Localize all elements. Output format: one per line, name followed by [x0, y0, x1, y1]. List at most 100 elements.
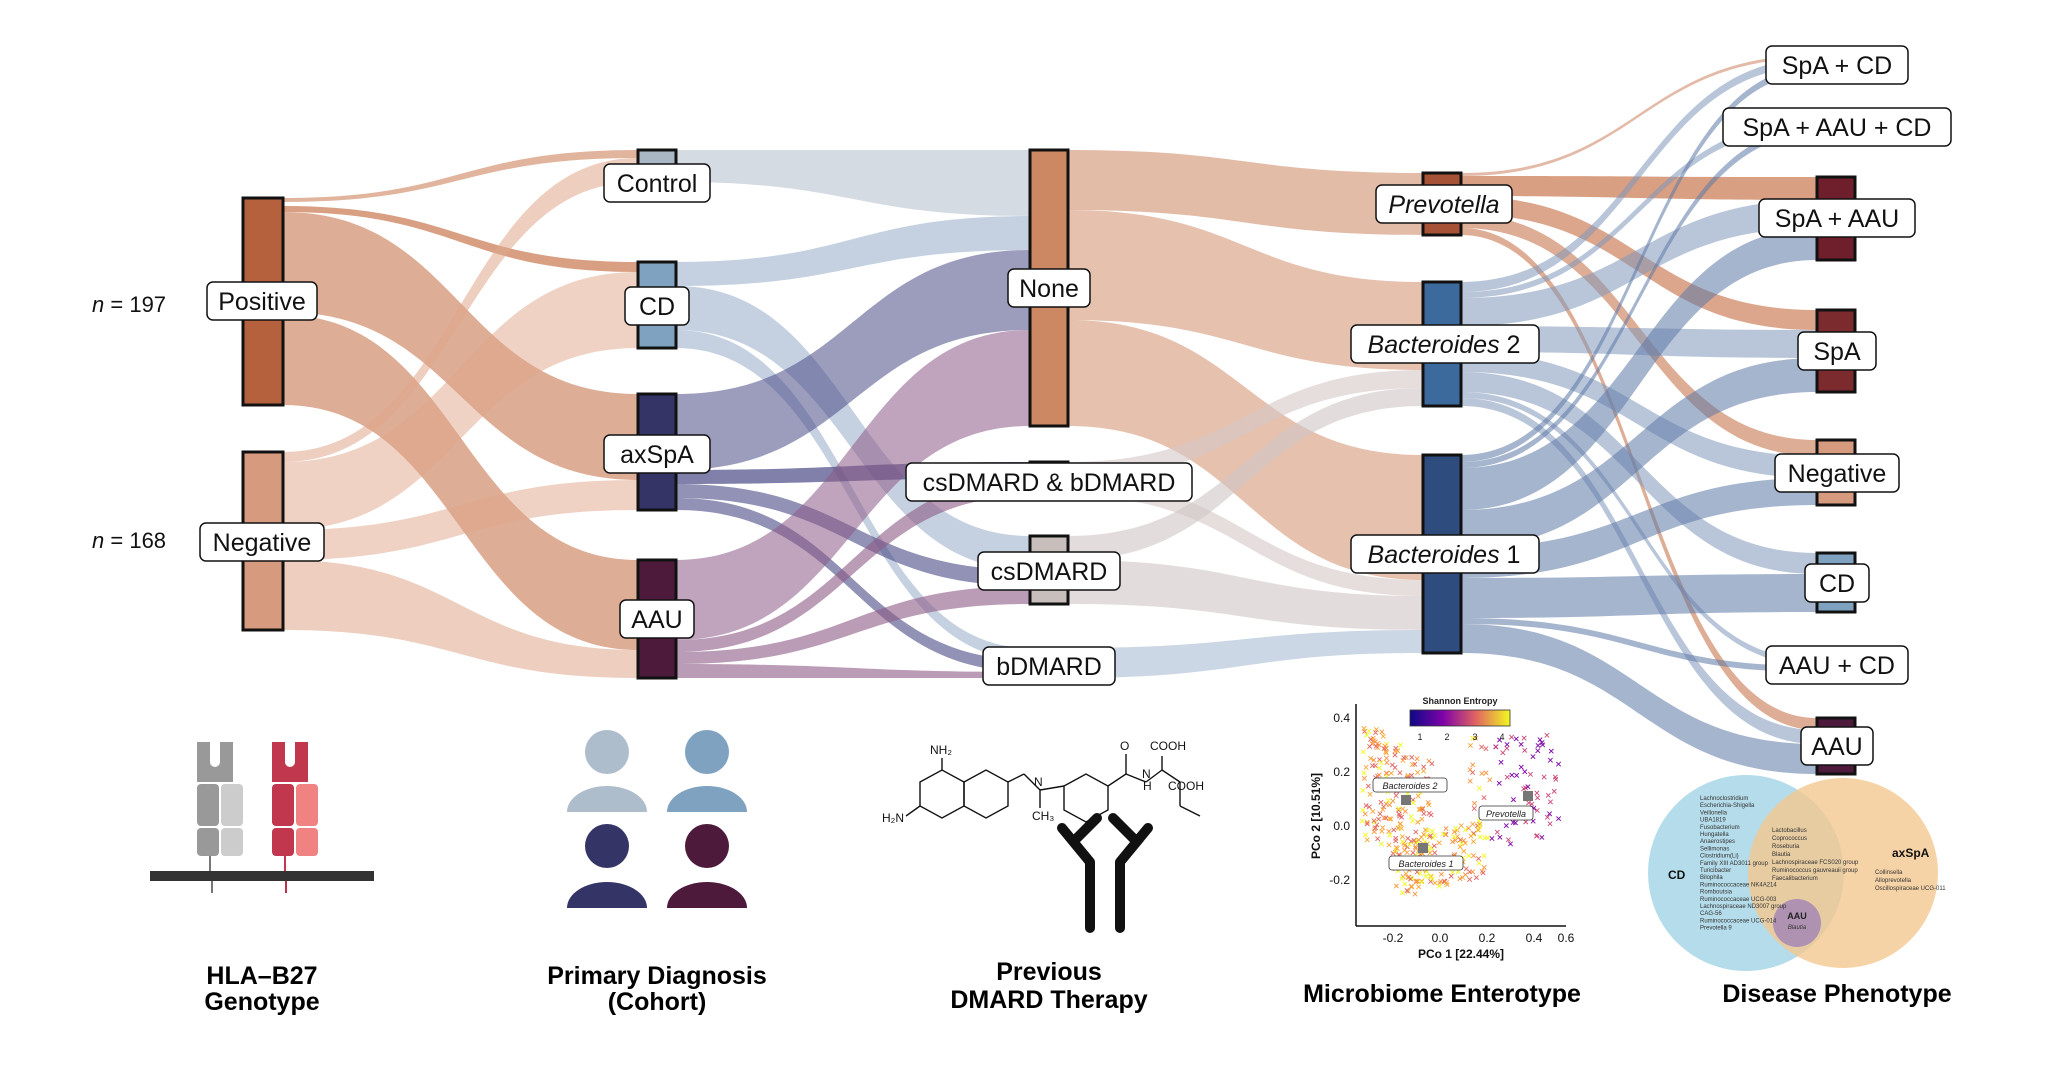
- pcoa-point: [1404, 888, 1410, 894]
- label-positive-text: Positive: [218, 288, 306, 316]
- pcoa-point: [1518, 764, 1524, 770]
- pcoa-point: [1465, 825, 1472, 831]
- svg-text:Prevotella: Prevotella: [1486, 809, 1526, 819]
- annot-b2: Bacteroides 2: [1372, 777, 1448, 793]
- flow-neg-aau: [283, 560, 638, 678]
- pcoa-point: [1467, 778, 1473, 784]
- pcoa-point: [1413, 879, 1419, 885]
- flow-prev-spaaau: [1461, 176, 1817, 200]
- section-titles: HLA–B27 Genotype Primary Diagnosis (Coho…: [204, 958, 1951, 1016]
- label-positive: Positive: [206, 281, 318, 321]
- hla-molecule-icon: [150, 742, 374, 893]
- pcoa-point: [1375, 836, 1381, 842]
- pcoa-point: [1421, 764, 1427, 770]
- venn-diagram: CD axSpA AAU Blautia LachnoclostridiumEs…: [1648, 775, 1946, 971]
- venn-taxon: Clostridium(Li): [1700, 854, 1739, 860]
- venn-taxon: Lachnospiraceae FCS020 group: [1772, 860, 1859, 866]
- pcoa-point: [1384, 760, 1390, 766]
- pcoa-point: [1396, 825, 1402, 831]
- pcoa-point: [1405, 875, 1411, 881]
- label-cs: csDMARD: [977, 551, 1121, 591]
- label-spa-cd: SpA + CD: [1765, 45, 1909, 85]
- flow-b2-spacd: [1461, 58, 1817, 292]
- pcoa-point: [1480, 870, 1486, 876]
- label-spa-aau-cd-text: SpA + AAU + CD: [1743, 114, 1932, 142]
- venn-taxon: Blautia: [1772, 852, 1791, 858]
- flow-aau-b: [676, 664, 1030, 678]
- pcoa-point: [1376, 772, 1382, 778]
- label-aau-cd-text: AAU + CD: [1779, 652, 1895, 680]
- pcoa-point: [1473, 735, 1479, 741]
- flow-b1-aau: [1461, 624, 1817, 774]
- pcoa-point: [1380, 806, 1386, 813]
- pcoa-point: [1414, 756, 1420, 762]
- flow-both-b1: [1068, 480, 1423, 596]
- pcoa-point: [1372, 819, 1378, 825]
- flow-b1-cd: [1461, 574, 1817, 618]
- pcoa-point: [1470, 853, 1477, 859]
- pcoa-point: [1423, 827, 1429, 833]
- pcoa-point: [1523, 819, 1529, 825]
- flow-pos-axspa: [283, 212, 638, 480]
- pcoa-point: [1507, 841, 1513, 847]
- venn-axspa-taxa: Collinsella Alloprevotella Oscillospiracea…: [1875, 870, 1946, 892]
- label-none: None: [1007, 268, 1091, 308]
- pcoa-point: [1505, 837, 1511, 843]
- pcoa-point: [1408, 883, 1414, 889]
- pcoa-point: [1387, 832, 1393, 838]
- pcoa-point: [1522, 747, 1528, 753]
- svg-text:NH₂: NH₂: [930, 743, 952, 757]
- title-diagnosis-l1: Primary Diagnosis: [547, 962, 767, 990]
- pcoa-point: [1393, 883, 1399, 889]
- pcoa-point: [1466, 853, 1472, 859]
- label-aau-text: AAU: [631, 606, 682, 634]
- svg-text:1: 1: [1417, 732, 1422, 742]
- pcoa-point: [1443, 832, 1449, 838]
- pcoa-xlabel: PCo 1 [22.44%]: [1418, 947, 1504, 961]
- title-therapy-l1: Previous: [996, 958, 1102, 986]
- flow-axspa-b: [676, 498, 1030, 672]
- pcoa-point: [1432, 880, 1438, 886]
- pcoa-point: [1412, 844, 1418, 850]
- pcoa-point: [1481, 864, 1487, 870]
- svg-text:H₂N: H₂N: [882, 811, 904, 825]
- pcoa-point: [1378, 841, 1384, 847]
- pcoa-point: [1468, 833, 1474, 839]
- pcoa-point: [1397, 821, 1403, 827]
- label-bacteroides1: Bacteroides 1: [1350, 534, 1540, 574]
- label-spa-aau-cd: SpA + AAU + CD: [1722, 107, 1952, 147]
- flow-none-b2: [1068, 210, 1423, 370]
- label-spa-cd-text: SpA + CD: [1782, 52, 1892, 80]
- flow-b2-aau: [1461, 398, 1817, 744]
- flow-neg-control: [283, 158, 638, 462]
- venn-taxon: CAG-56: [1700, 911, 1722, 917]
- pcoa-point: [1496, 780, 1502, 786]
- flow-neg-axspa: [283, 480, 638, 560]
- pcoa-point: [1387, 802, 1393, 808]
- pcoa-point: [1544, 732, 1550, 738]
- svg-text:3: 3: [1472, 732, 1477, 742]
- pcoa-point: [1394, 846, 1400, 852]
- pcoa-point: [1444, 882, 1450, 888]
- cohort-people-icon: [567, 730, 747, 908]
- pcoa-point: [1547, 811, 1553, 817]
- pcoa-point: [1451, 829, 1457, 835]
- pcoa-point: [1390, 798, 1396, 804]
- title-genotype-l2: Genotype: [204, 988, 319, 1016]
- pcoa-point: [1388, 816, 1394, 822]
- flow-none-b1: [1068, 320, 1423, 580]
- pcoa-point: [1544, 814, 1550, 820]
- pcoa-point: [1462, 872, 1468, 878]
- pcoa-point: [1366, 804, 1372, 810]
- venn-taxon: Sellimonas: [1700, 846, 1729, 852]
- pcoa-point: [1471, 800, 1478, 806]
- label-phen-negative-text: Negative: [1788, 460, 1887, 488]
- pcoa-point: [1500, 750, 1506, 756]
- pcoa-ylabel: PCo 2 [10.51%]: [1309, 773, 1323, 859]
- flow-control-none: [676, 150, 1030, 216]
- pcoa-point: [1393, 745, 1399, 751]
- pcoa-point: [1503, 823, 1509, 829]
- flow-b1-spacd: [1461, 66, 1817, 462]
- venn-taxon: Escherichia-Shigella: [1700, 803, 1755, 809]
- pcoa-point: [1534, 790, 1540, 796]
